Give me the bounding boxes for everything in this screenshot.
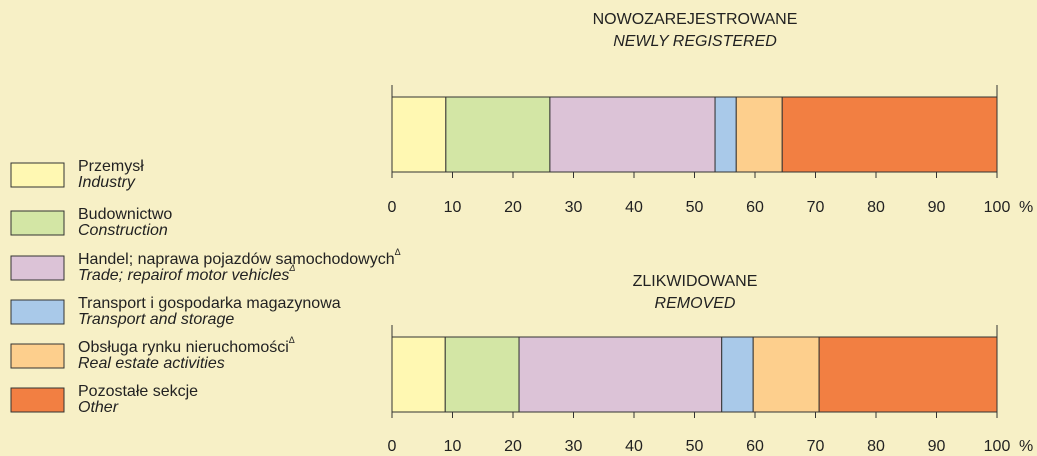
- legend-label-en: Construction: [78, 222, 168, 239]
- legend-label-en: Other: [78, 399, 119, 416]
- x-tick-label: 20: [504, 438, 522, 455]
- x-unit: %: [1019, 438, 1033, 455]
- x-tick-label: 30: [565, 438, 583, 455]
- legend-label: Przemysł: [78, 158, 144, 175]
- legend-swatch: [10, 343, 65, 369]
- x-tick-label: 60: [746, 199, 764, 216]
- x-tick-label: 60: [746, 438, 764, 455]
- x-tick-label: 90: [928, 438, 946, 455]
- bar-segment: [549, 96, 716, 173]
- legend-mark: Δ: [289, 335, 295, 345]
- legend-mark: Δ: [395, 247, 401, 257]
- legend-name-en: Industry: [78, 174, 136, 191]
- x-tick-label: 30: [565, 199, 583, 216]
- bar-segment: [752, 336, 820, 413]
- legend-name: Handel; naprawa pojazdów samochodowych: [78, 251, 395, 268]
- bar-segment: [735, 96, 783, 173]
- legend-label: Transport i gospodarka magazynowa: [78, 295, 341, 312]
- legend-label: Pozostałe sekcje: [78, 383, 198, 400]
- x-tick-label: 50: [686, 438, 704, 455]
- legend-name: Przemysł: [78, 158, 144, 175]
- x-tick-label: 100: [984, 199, 1011, 216]
- panel-subtitle: REMOVED: [655, 295, 736, 312]
- bar-segment: [714, 96, 737, 173]
- bar-segment: [781, 96, 998, 173]
- legend-name: Pozostałe sekcje: [78, 383, 198, 400]
- legend-name: Obsługa rynku nieruchomości: [78, 339, 289, 356]
- legend-swatch: [10, 210, 65, 236]
- legend-name-en: Real estate activities: [78, 355, 225, 372]
- legend-label-en: Real estate activities: [78, 355, 225, 372]
- legend-swatch: [10, 255, 65, 281]
- legend-name-en: Trade; repairof motor vehicles: [78, 267, 289, 284]
- x-tick-label: 20: [504, 199, 522, 216]
- legend-swatch: [10, 162, 65, 188]
- legend-label: Obsługa rynku nieruchomościΔ: [78, 335, 295, 356]
- x-tick-label: 40: [625, 438, 643, 455]
- x-tick-label: 10: [444, 199, 462, 216]
- bar-segment: [445, 96, 551, 173]
- x-tick-label: 0: [388, 199, 397, 216]
- legend-label-en: Transport and storage: [78, 311, 234, 328]
- legend-name-en: Other: [78, 399, 119, 416]
- x-tick-label: 70: [807, 199, 825, 216]
- legend-name-en: Construction: [78, 222, 168, 239]
- legend-name-en: Transport and storage: [78, 311, 234, 328]
- legend-name: Transport i gospodarka magazynowa: [78, 295, 341, 312]
- x-tick-label: 80: [867, 199, 885, 216]
- x-tick-label: 40: [625, 199, 643, 216]
- bar-segment: [391, 336, 446, 413]
- x-tick-label: 90: [928, 199, 946, 216]
- x-tick-label: 80: [867, 438, 885, 455]
- x-tick-label: 10: [444, 438, 462, 455]
- panel-subtitle: NEWLY REGISTERED: [613, 33, 777, 50]
- legend-label: Handel; naprawa pojazdów samochodowychΔ: [78, 247, 401, 268]
- x-tick-label: 70: [807, 438, 825, 455]
- bar-segment: [518, 336, 723, 413]
- legend-label-en: Trade; repairof motor vehiclesΔ: [78, 263, 295, 284]
- bar-segment: [721, 336, 754, 413]
- x-tick-label: 100: [984, 438, 1011, 455]
- x-unit: %: [1019, 199, 1033, 216]
- legend-mark: Δ: [288, 263, 295, 273]
- legend-swatch: [10, 387, 65, 413]
- bar-segment: [391, 96, 447, 173]
- x-tick-label: 0: [388, 438, 397, 455]
- bar-segment: [444, 336, 520, 413]
- legend-swatch: [10, 299, 65, 325]
- legend-name: Budownictwo: [78, 206, 172, 223]
- panel-title: NOWOZAREJESTROWANE: [593, 11, 798, 28]
- x-tick-label: 50: [686, 199, 704, 216]
- panel-title: ZLIKWIDOWANE: [633, 273, 758, 290]
- legend-label-en: Industry: [78, 174, 136, 191]
- bar-segment: [818, 336, 998, 413]
- legend-label: Budownictwo: [78, 206, 172, 223]
